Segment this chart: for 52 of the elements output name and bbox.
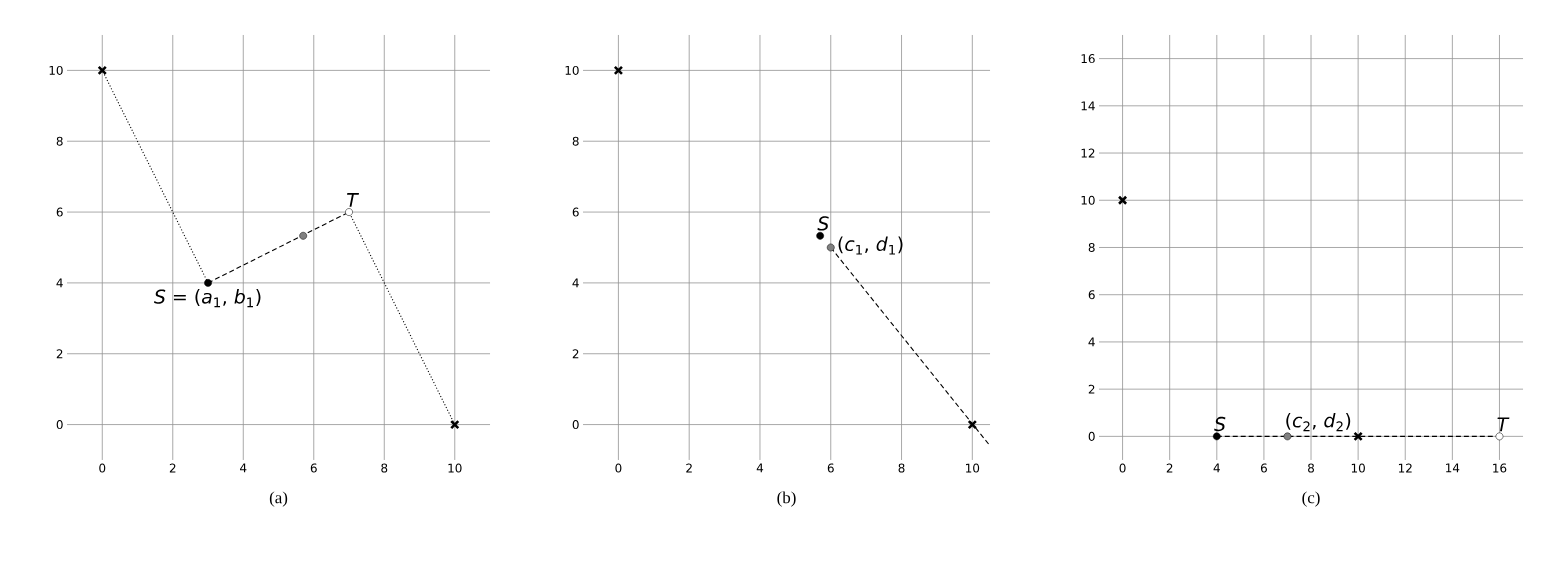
x-tick-label: 2 bbox=[686, 463, 692, 473]
x-tick-label: 12 bbox=[1398, 463, 1412, 473]
y-tick-label: 10 bbox=[1081, 195, 1095, 205]
x-tick-label: 4 bbox=[240, 463, 247, 473]
annotation: (c$_{1}$, d$_{1}$) bbox=[838, 236, 903, 255]
y-tick-label: 4 bbox=[572, 278, 579, 288]
y-tick-label: 12 bbox=[1081, 148, 1095, 158]
annotation: S = (a$_{1}$, b$_{1}$) bbox=[154, 289, 261, 308]
x-axis-title: (b) bbox=[777, 491, 796, 507]
x-tick-label: 14 bbox=[1446, 463, 1460, 473]
x-tick-label: 6 bbox=[310, 463, 317, 473]
y-tick-label: 2 bbox=[1088, 384, 1095, 394]
y-tick-label: 0 bbox=[572, 420, 579, 430]
x-tick-label: 8 bbox=[898, 463, 905, 473]
y-tick-label: 4 bbox=[56, 278, 63, 288]
x-tick-label: 0 bbox=[99, 463, 106, 473]
y-tick-label: 0 bbox=[56, 420, 63, 430]
y-tick-label: 4 bbox=[1088, 337, 1095, 347]
y-tick-label: 0 bbox=[1088, 431, 1095, 441]
y-tick-label: 8 bbox=[1088, 242, 1095, 253]
y-tick-label: 6 bbox=[1088, 290, 1095, 300]
x-axis-title: (c) bbox=[1302, 491, 1320, 507]
x-tick-label: 8 bbox=[1308, 463, 1314, 473]
x-tick-label: 10 bbox=[448, 463, 462, 473]
x-tick-label: 10 bbox=[1351, 463, 1365, 473]
y-tick-label: 8 bbox=[572, 136, 579, 146]
x-tick-label: 2 bbox=[1166, 463, 1173, 473]
y-tick-label: 16 bbox=[1081, 54, 1095, 64]
y-tick-label: 10 bbox=[565, 65, 579, 75]
x-tick-label: 4 bbox=[756, 463, 764, 473]
annotation: S bbox=[817, 216, 829, 231]
y-tick-label: 10 bbox=[49, 65, 63, 75]
x-tick-label: 0 bbox=[615, 463, 622, 473]
y-tick-label: 6 bbox=[572, 207, 579, 217]
y-tick-label: 6 bbox=[56, 207, 63, 217]
x-tick-label: 6 bbox=[1260, 463, 1267, 473]
x-tick-label: 6 bbox=[827, 463, 834, 473]
y-tick-label: 14 bbox=[1081, 101, 1095, 111]
y-tick-label: 8 bbox=[56, 136, 63, 146]
x-tick-label: 10 bbox=[966, 463, 980, 473]
x-tick-label: 2 bbox=[169, 463, 176, 473]
annotation: T bbox=[1497, 417, 1510, 432]
x-tick-label: 16 bbox=[1493, 463, 1507, 473]
x-tick-label: 4 bbox=[1213, 463, 1220, 473]
x-axis-title: (a) bbox=[269, 491, 288, 507]
y-tick-label: 2 bbox=[572, 349, 579, 359]
x-tick-label: 0 bbox=[1119, 463, 1126, 473]
annotation: (c$_{2}$, d$_{2}$) bbox=[1286, 412, 1351, 432]
x-tick-label: 8 bbox=[381, 463, 388, 473]
annotation: T bbox=[347, 193, 359, 207]
y-tick-label: 2 bbox=[56, 349, 63, 359]
annotation: S bbox=[1214, 416, 1226, 432]
